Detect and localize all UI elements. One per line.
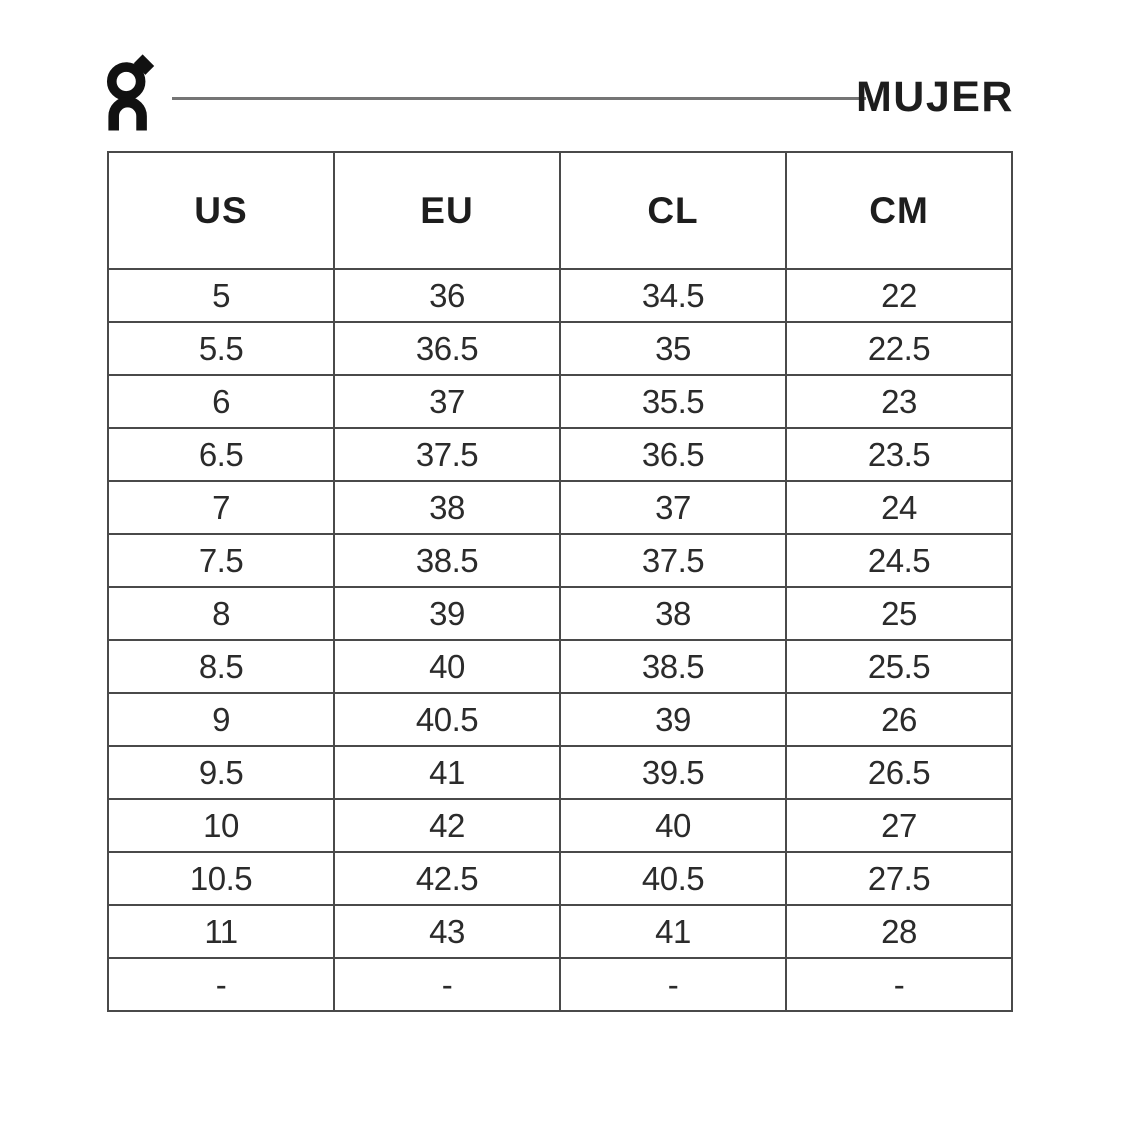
header-divider xyxy=(172,97,866,100)
table-row: 7.5 38.5 37.5 24.5 xyxy=(107,533,1013,588)
table-cell: 8 xyxy=(107,586,335,641)
table-cell: 40 xyxy=(333,639,561,694)
table-cell: 39 xyxy=(333,586,561,641)
table-cell: 10.5 xyxy=(107,851,335,906)
table-row: 9 40.5 39 26 xyxy=(107,692,1013,747)
table-row: 11 43 41 28 xyxy=(107,904,1013,959)
table-row: 8 39 38 25 xyxy=(107,586,1013,641)
page-title: MUJER xyxy=(855,73,1014,121)
table-cell: 34.5 xyxy=(559,268,787,323)
table-cell: 37 xyxy=(333,374,561,429)
table-cell: - xyxy=(107,957,335,1012)
column-header-cl: CL xyxy=(559,151,787,270)
table-cell: 6 xyxy=(107,374,335,429)
table-cell: 26.5 xyxy=(785,745,1013,800)
table-cell: - xyxy=(559,957,787,1012)
table-cell: 41 xyxy=(559,904,787,959)
table-cell: 35.5 xyxy=(559,374,787,429)
table-cell: 38.5 xyxy=(333,533,561,588)
table-cell: 38.5 xyxy=(559,639,787,694)
table-cell: 35 xyxy=(559,321,787,376)
size-table-body: 5 36 34.5 22 5.5 36.5 35 22.5 6 37 35.5 23 6.5 37.5 36… xyxy=(107,268,1013,1012)
table-header-row: US EU CL CM xyxy=(107,151,1013,270)
table-cell: - xyxy=(333,957,561,1012)
table-cell: 36 xyxy=(333,268,561,323)
column-header-us: US xyxy=(107,151,335,270)
table-row: ---- xyxy=(107,957,1013,1012)
table-cell: 37 xyxy=(559,480,787,535)
table-cell: 8.5 xyxy=(107,639,335,694)
column-header-cm: CM xyxy=(785,151,1013,270)
table-cell: 36.5 xyxy=(559,427,787,482)
table-row: 8.5 40 38.5 25.5 xyxy=(107,639,1013,694)
table-row: 5.5 36.5 35 22.5 xyxy=(107,321,1013,376)
table-cell: 7 xyxy=(107,480,335,535)
table-cell: 25.5 xyxy=(785,639,1013,694)
table-cell: 24 xyxy=(785,480,1013,535)
table-cell: 10 xyxy=(107,798,335,853)
table-row: 6.5 37.5 36.5 23.5 xyxy=(107,427,1013,482)
on-logo-icon xyxy=(106,54,155,131)
table-cell: 38 xyxy=(333,480,561,535)
table-cell: 43 xyxy=(333,904,561,959)
table-cell: 37.5 xyxy=(333,427,561,482)
table-cell: 27 xyxy=(785,798,1013,853)
table-cell: 40 xyxy=(559,798,787,853)
table-row: 9.5 41 39.5 26.5 xyxy=(107,745,1013,800)
table-cell: 22.5 xyxy=(785,321,1013,376)
on-logo xyxy=(106,54,156,132)
table-cell: 23.5 xyxy=(785,427,1013,482)
table-cell: 40.5 xyxy=(559,851,787,906)
table-row: 7 38 37 24 xyxy=(107,480,1013,535)
table-cell: 11 xyxy=(107,904,335,959)
table-cell: 22 xyxy=(785,268,1013,323)
table-cell: 5 xyxy=(107,268,335,323)
table-cell: 39 xyxy=(559,692,787,747)
size-table: US EU CL CM 5 36 34.5 22 5.5 36.5 35 22.5 6 37 35.… xyxy=(107,151,1013,1012)
table-cell: 37.5 xyxy=(559,533,787,588)
table-cell: 38 xyxy=(559,586,787,641)
table-cell: 42 xyxy=(333,798,561,853)
table-cell: 42.5 xyxy=(333,851,561,906)
table-cell: 36.5 xyxy=(333,321,561,376)
table-row: 10.5 42.5 40.5 27.5 xyxy=(107,851,1013,906)
table-cell: 25 xyxy=(785,586,1013,641)
table-cell: 26 xyxy=(785,692,1013,747)
table-row: 6 37 35.5 23 xyxy=(107,374,1013,429)
table-cell: 41 xyxy=(333,745,561,800)
table-cell: 23 xyxy=(785,374,1013,429)
table-row: 5 36 34.5 22 xyxy=(107,268,1013,323)
table-cell: 5.5 xyxy=(107,321,335,376)
table-cell: 6.5 xyxy=(107,427,335,482)
table-cell: 40.5 xyxy=(333,692,561,747)
column-header-eu: EU xyxy=(333,151,561,270)
table-cell: 24.5 xyxy=(785,533,1013,588)
table-cell: - xyxy=(785,957,1013,1012)
table-cell: 9.5 xyxy=(107,745,335,800)
table-cell: 27.5 xyxy=(785,851,1013,906)
table-cell: 39.5 xyxy=(559,745,787,800)
table-cell: 9 xyxy=(107,692,335,747)
table-cell: 7.5 xyxy=(107,533,335,588)
table-cell: 28 xyxy=(785,904,1013,959)
table-row: 10 42 40 27 xyxy=(107,798,1013,853)
